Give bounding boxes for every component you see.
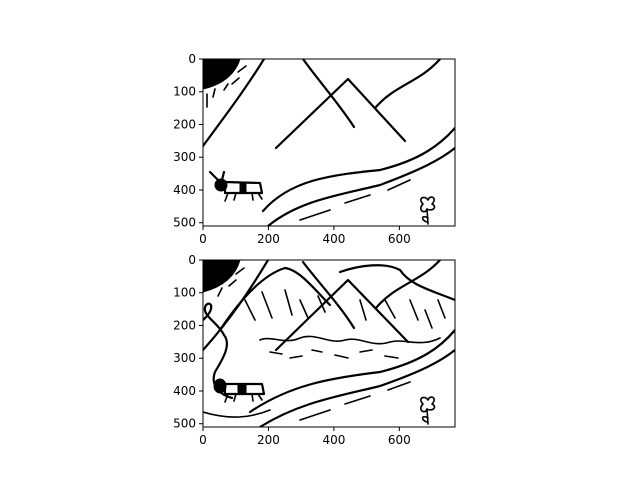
x-tick-label: 0 (199, 433, 207, 447)
road-dashes (299, 381, 411, 421)
animal-legs (224, 192, 263, 202)
axes-top-ticks: 0 200 400 600 0 100 200 300 400 500 (173, 52, 411, 246)
valley-contour (259, 335, 441, 345)
y-tick-label: 100 (173, 85, 196, 99)
mountain-right-line (374, 260, 442, 310)
y-tick-label: 400 (173, 183, 196, 197)
mountain-right-line (374, 59, 442, 109)
y-tick-label: 200 (173, 318, 196, 332)
sun-rays (206, 65, 247, 108)
axes-bottom-frame (202, 259, 456, 428)
road-upper-edge (261, 126, 455, 213)
axes-bottom: 0 200 400 600 0 100 200 300 400 500 (173, 253, 456, 447)
animal-body (223, 382, 266, 396)
road-dashes (299, 179, 411, 221)
mountain-outline-2 (338, 264, 455, 302)
valley-marks (269, 349, 399, 359)
x-tick-label: 600 (388, 232, 411, 246)
y-tick-label: 300 (173, 150, 196, 164)
x-tick-label: 400 (322, 232, 345, 246)
axes-top: 0 200 400 600 0 100 200 300 400 500 (173, 52, 456, 246)
x-tick-label: 200 (257, 433, 280, 447)
x-tick-label: 0 (199, 232, 207, 246)
sketch-image-bottom (203, 260, 455, 427)
axes-bottom-ticks: 0 200 400 600 0 100 200 300 400 500 (173, 253, 411, 447)
x-tick-label: 400 (322, 433, 345, 447)
sketch-image-top (203, 59, 455, 226)
y-tick-label: 500 (173, 417, 196, 431)
y-tick-label: 100 (173, 286, 196, 300)
y-tick-label: 0 (188, 253, 196, 267)
mountain-ridge-1 (301, 260, 356, 330)
sun-rays (217, 267, 245, 297)
y-tick-label: 300 (173, 351, 196, 365)
sun-shape (203, 260, 241, 293)
road-upper-edge (248, 328, 455, 414)
mountain-peak (274, 278, 410, 352)
animal-stripe (239, 182, 247, 194)
mountain-peak (274, 77, 407, 150)
y-tick-label: 500 (173, 216, 196, 230)
y-tick-label: 200 (173, 117, 196, 131)
animal-body (223, 180, 264, 195)
flower-stem (421, 208, 429, 225)
animal-legs (224, 393, 263, 403)
x-tick-label: 600 (388, 433, 411, 447)
y-tick-label: 0 (188, 52, 196, 66)
road-lower-edge (266, 146, 455, 226)
y-tick-label: 400 (173, 384, 196, 398)
road-lower-edge (258, 348, 455, 427)
foreground-contour (203, 409, 271, 418)
flower-head (420, 196, 436, 213)
mountain-hatching (244, 289, 446, 329)
x-tick-label: 200 (257, 232, 280, 246)
flower-stem (421, 408, 429, 425)
mountain-outline-1 (218, 266, 332, 332)
cliff-contour (203, 302, 234, 400)
sun-shape (203, 59, 241, 90)
mountain-left-line (203, 59, 266, 148)
animal-stripe (237, 383, 247, 395)
flower-head (420, 396, 436, 413)
axes-top-frame (202, 58, 456, 227)
mountain-ridge-1 (301, 59, 356, 129)
